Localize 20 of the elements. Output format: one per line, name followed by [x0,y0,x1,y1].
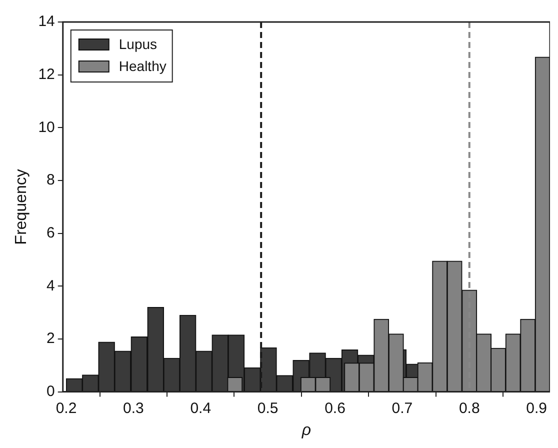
x-tick-label: 0.9 [526,400,547,417]
y-tick-label: 14 [38,13,55,30]
x-tick-label: 0.7 [392,400,413,417]
x-tick-label: 0.6 [324,400,346,417]
y-tick-label: 6 [46,224,55,242]
y-tick-label: 8 [46,172,55,189]
x-tick-label: 0.3 [123,400,144,417]
y-tick-label: 4 [46,277,55,294]
legend-label: Healthy [118,58,166,74]
y-axis-title: Frequency [13,169,30,245]
x-tick-label: 0.2 [56,400,77,417]
x-tick-label: 0.5 [257,400,278,417]
y-tick-label: 10 [38,118,55,136]
x-axis-title: ρ [300,422,312,439]
x-tick-label: 0.8 [458,400,480,417]
y-tick-label: 12 [38,66,55,83]
legend-label: Lupus [118,36,158,52]
y-tick-label: 2 [46,330,55,348]
x-tick-label: 0.4 [190,400,212,417]
y-tick-label: 0 [46,382,55,400]
